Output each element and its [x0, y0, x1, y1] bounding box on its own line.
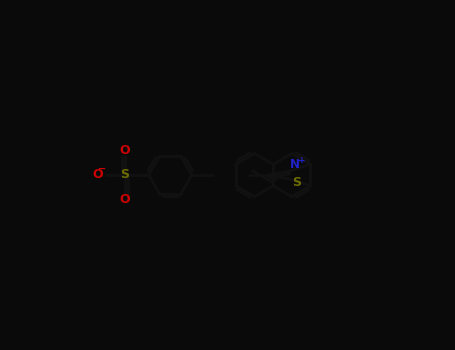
Text: −: −	[98, 164, 106, 174]
Text: N: N	[290, 158, 300, 171]
Text: O: O	[93, 168, 103, 181]
Text: O: O	[120, 193, 130, 206]
Text: S: S	[292, 176, 301, 189]
Text: S: S	[121, 168, 130, 182]
Text: O: O	[120, 144, 130, 157]
Text: +: +	[298, 156, 305, 165]
